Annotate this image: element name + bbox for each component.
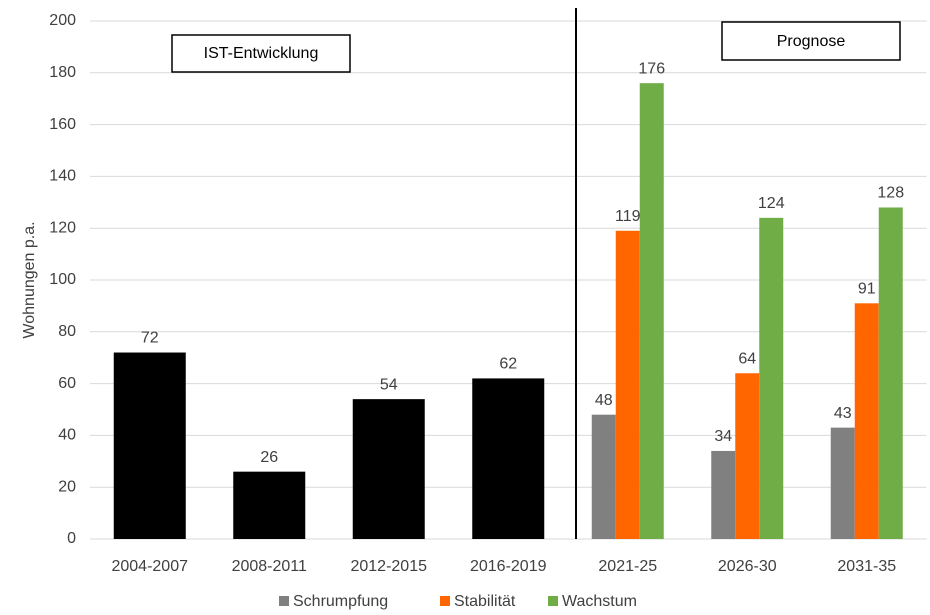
x-tick-label: 2021-25: [598, 558, 657, 575]
x-tick-label: 2016-2019: [470, 558, 547, 575]
bar: [711, 450, 736, 539]
y-tick-label: 120: [49, 219, 76, 236]
y-tick-label: 60: [58, 375, 76, 392]
y-tick-label: 200: [49, 12, 76, 29]
data-label: 54: [380, 376, 398, 393]
bar: [233, 471, 306, 539]
data-label: 128: [877, 185, 904, 202]
data-label: 64: [738, 350, 756, 367]
data-label: 119: [615, 208, 641, 225]
data-label: 43: [834, 405, 852, 422]
y-tick-label: 100: [49, 271, 76, 288]
data-label: 176: [638, 60, 665, 77]
legend-label: Stabilität: [454, 593, 516, 610]
y-tick-label: 80: [58, 323, 76, 340]
bar: [591, 414, 616, 539]
data-label: 48: [595, 392, 613, 409]
x-tick-label: 2031-35: [837, 558, 896, 575]
legend-swatch: [548, 596, 558, 606]
bar: [759, 217, 784, 539]
bar: [639, 83, 664, 539]
data-label: 72: [141, 330, 159, 347]
bar: [735, 373, 760, 539]
y-tick-label: 0: [67, 530, 76, 547]
data-label: 124: [758, 195, 785, 212]
data-label: 91: [858, 281, 876, 298]
legend-swatch: [279, 596, 289, 606]
annotation: Prognose: [777, 33, 846, 50]
y-tick-label: 20: [58, 478, 76, 495]
annotation-box: [721, 21, 901, 61]
data-label: 34: [714, 428, 732, 445]
annotation: IST-Entwicklung: [204, 45, 319, 62]
legend-swatch: [440, 596, 450, 606]
y-tick-label: 160: [49, 116, 76, 133]
data-label: 26: [260, 449, 278, 466]
y-tick-label: 140: [49, 168, 76, 185]
data-label: 62: [499, 356, 517, 373]
legend-label: Wachstum: [562, 593, 637, 610]
legend-label: Schrumpfung: [293, 593, 388, 610]
bar: [830, 427, 855, 539]
bar: [878, 207, 903, 540]
bar: [352, 399, 425, 539]
bar: [854, 303, 879, 539]
bar: [113, 352, 186, 539]
y-axis-label: Wohnungen p.a.: [21, 221, 38, 338]
x-tick-label: 2008-2011: [232, 558, 307, 575]
bar: [472, 378, 545, 539]
x-tick-label: 2026-30: [718, 558, 777, 575]
y-tick-label: 40: [58, 427, 76, 444]
bar: [615, 230, 640, 540]
y-tick-label: 180: [49, 64, 76, 81]
annotation-box: [171, 34, 351, 73]
x-tick-label: 2012-2015: [350, 558, 427, 575]
x-tick-label: 2004-2007: [111, 558, 188, 575]
